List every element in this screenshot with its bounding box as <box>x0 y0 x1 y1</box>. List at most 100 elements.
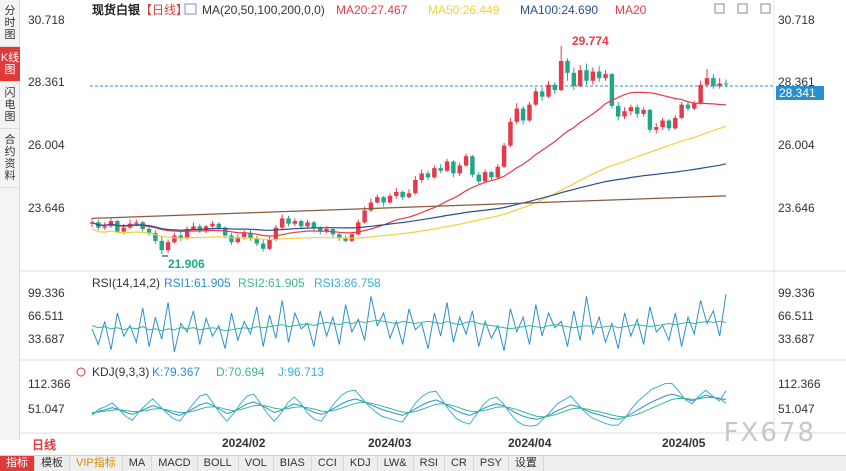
candle-body <box>229 235 234 243</box>
candle-body <box>558 60 564 91</box>
kdj-d-line <box>91 397 727 418</box>
rsi-right-1: 66.511 <box>778 309 814 323</box>
candle-body <box>476 174 481 182</box>
candle-body <box>400 191 405 198</box>
zoom-in-icon[interactable] <box>714 3 725 14</box>
candle-body <box>609 74 615 106</box>
rsi2-value: RSI2:61.905 <box>238 276 305 290</box>
tab-boll[interactable]: BOLL <box>198 456 239 471</box>
kdj-d-value: D:70.694 <box>216 365 265 379</box>
kdj-lines <box>91 383 727 427</box>
candle-body <box>692 103 697 109</box>
candle-body <box>203 226 209 231</box>
price-right-2: 26.004 <box>778 138 815 152</box>
candle-body <box>451 161 456 174</box>
candle-body <box>501 145 507 167</box>
tab-settings[interactable]: 设置 <box>509 456 544 471</box>
settings-icon[interactable] <box>760 3 771 14</box>
tab-timeshare[interactable]: 分时图 <box>0 0 20 47</box>
candle-body <box>603 74 608 79</box>
candle-body <box>679 104 684 118</box>
tab-cr[interactable]: CR <box>445 456 474 471</box>
candle-body <box>717 83 722 87</box>
moving-average-lines <box>91 91 727 241</box>
candle-body <box>425 173 431 178</box>
tab-vip-indicator[interactable]: VIP指标 <box>70 456 123 471</box>
candle-body <box>241 232 247 237</box>
candle-body <box>654 127 659 130</box>
rsi-right-2: 33.687 <box>778 332 815 346</box>
candle-body <box>673 117 678 129</box>
candle-body <box>356 222 361 235</box>
rsi1-value: RSI1:61.905 <box>164 276 231 290</box>
price-right-0: 30.718 <box>778 13 815 27</box>
rsi1-line <box>91 294 727 353</box>
tab-indicator[interactable]: 指标 <box>0 456 35 471</box>
price-left-0: 30.718 <box>28 13 65 27</box>
tab-lw[interactable]: LW& <box>378 456 414 471</box>
kdj-left-1: 51.047 <box>28 402 65 416</box>
price-right-3: 23.646 <box>778 201 815 215</box>
candle-body <box>647 109 653 130</box>
candle-body <box>641 109 646 114</box>
candle-body <box>292 221 298 224</box>
symbol-title: 现货白银 <box>92 2 141 17</box>
tab-template[interactable]: 模板 <box>35 456 70 471</box>
candle-body <box>514 108 519 122</box>
candle-body <box>628 107 634 112</box>
candle-body <box>470 156 475 175</box>
tab-bias[interactable]: BIAS <box>274 456 312 471</box>
candle-body <box>178 235 183 239</box>
candle-body <box>527 104 532 121</box>
candle-body <box>368 202 374 211</box>
chart-area[interactable]: 现货白银 【日线】 MA(20,50,100,200,0,0) MA20:27.… <box>20 0 846 455</box>
date-label-1: 2024/03 <box>368 436 412 450</box>
candle-body <box>172 235 177 243</box>
candle-body <box>704 78 710 85</box>
ma100-line <box>91 163 727 231</box>
candle-body <box>596 71 602 79</box>
candle-body <box>324 228 329 232</box>
tab-ma[interactable]: MA <box>123 456 153 471</box>
date-label-0: 2024/02 <box>222 436 266 450</box>
ma20-value: MA20:27.467 <box>336 3 408 17</box>
chart-style-icon[interactable] <box>184 3 197 15</box>
tab-vol[interactable]: VOL <box>239 456 274 471</box>
tab-psy[interactable]: PSY <box>474 456 509 471</box>
rsi-name: RSI(14,14,2) <box>92 276 160 290</box>
candle-body <box>723 83 729 85</box>
tab-macd[interactable]: MACD <box>152 456 198 471</box>
candle-body <box>102 226 107 228</box>
candle-body <box>165 242 171 251</box>
tab-flash[interactable]: 闪电图 <box>0 82 20 129</box>
tab-contract-info[interactable]: 合约资料 <box>0 129 20 188</box>
candle-body <box>299 221 304 227</box>
kdj-name: KDJ(9,3,3) <box>92 365 149 379</box>
tab-kdj[interactable]: KDJ <box>344 456 378 471</box>
period-selector[interactable]: 日线 <box>32 438 57 452</box>
zoom-out-icon[interactable] <box>737 3 748 14</box>
tab-kline[interactable]: K线图 <box>0 47 20 82</box>
high-label: 29.774 <box>572 34 609 48</box>
tab-cci[interactable]: CCI <box>312 456 344 471</box>
kdj-toggle-icon[interactable] <box>76 367 86 377</box>
candle-body <box>616 105 621 117</box>
candle-body <box>577 70 583 87</box>
rsi3-value: RSI3:86.758 <box>314 276 381 290</box>
ma50-value: MA50:26.449 <box>428 3 500 17</box>
candle-body <box>279 218 285 228</box>
candle-body <box>584 70 589 81</box>
price-left-3: 23.646 <box>28 201 65 215</box>
candle-body <box>495 166 500 178</box>
date-label-3: 2024/05 <box>662 436 706 450</box>
candle-body <box>685 104 691 109</box>
ma100-value: MA100:24.690 <box>520 3 598 17</box>
tab-rsi[interactable]: RSI <box>414 456 445 471</box>
kdj-left-0: 112.366 <box>28 377 71 391</box>
rsi-lines <box>91 294 727 353</box>
kline-chart[interactable]: 现货白银 【日线】 MA(20,50,100,200,0,0) MA20:27.… <box>20 0 846 455</box>
candle-body <box>571 72 577 87</box>
candle-body <box>482 172 488 182</box>
candle-body <box>305 222 310 227</box>
kdj-right-0: 112.366 <box>778 377 821 391</box>
